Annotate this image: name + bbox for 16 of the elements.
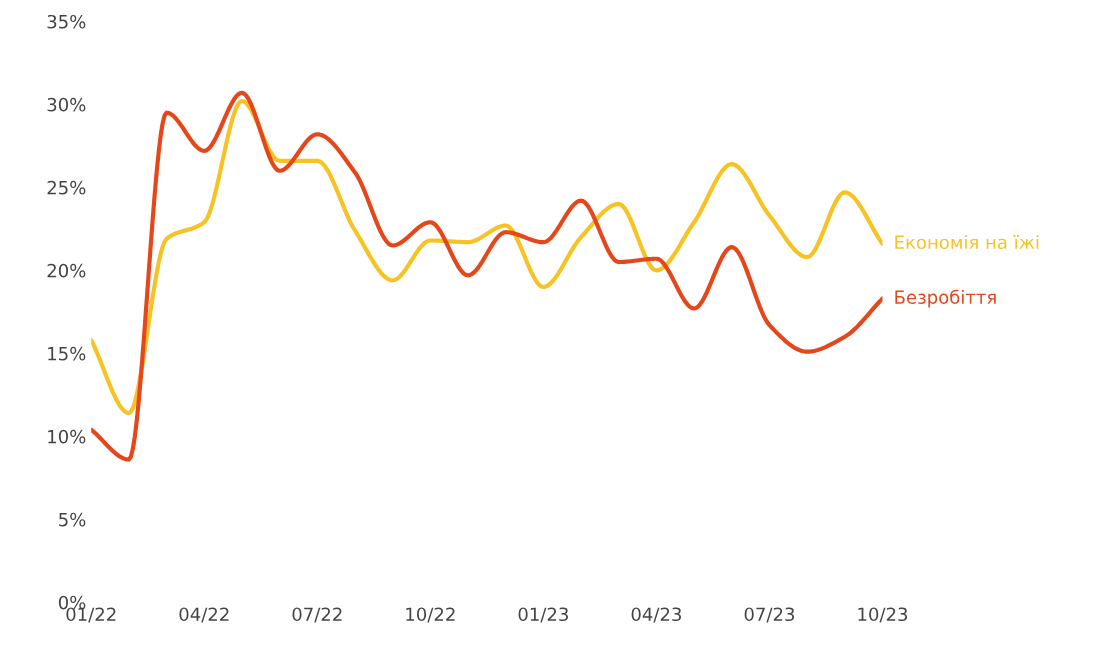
y-tick-label: 20%	[47, 263, 86, 278]
y-tick-label: 10%	[48, 429, 86, 444]
series-label: Економія на їжі	[895, 235, 1039, 250]
x-tick-label: 04/22	[179, 607, 229, 623]
x-tick-label: 07/22	[292, 607, 342, 623]
y-tick-label: 25%	[47, 180, 86, 195]
y-tick-label: 5%	[59, 512, 86, 527]
x-tick-label: 10/23	[858, 607, 908, 623]
x-tick-label: 04/23	[631, 607, 681, 623]
x-tick-label: 07/23	[744, 607, 795, 623]
x-tick-label: 01/23	[518, 607, 568, 623]
y-tick-label: 30%	[47, 97, 86, 112]
x-tick-label: 10/22	[406, 607, 455, 623]
y-tick-label: 35%	[47, 14, 86, 29]
series-label: Безробіття	[895, 289, 996, 308]
y-tick-label: 15%	[48, 346, 86, 361]
